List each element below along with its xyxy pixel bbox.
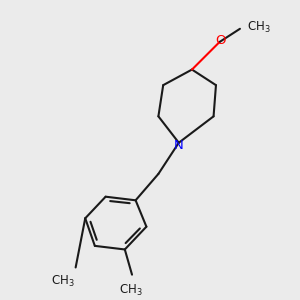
Text: CH$_3$: CH$_3$ (119, 283, 143, 298)
Text: CH$_3$: CH$_3$ (247, 20, 271, 35)
Text: N: N (174, 139, 184, 152)
Text: O: O (215, 34, 226, 47)
Text: CH$_3$: CH$_3$ (51, 274, 74, 289)
